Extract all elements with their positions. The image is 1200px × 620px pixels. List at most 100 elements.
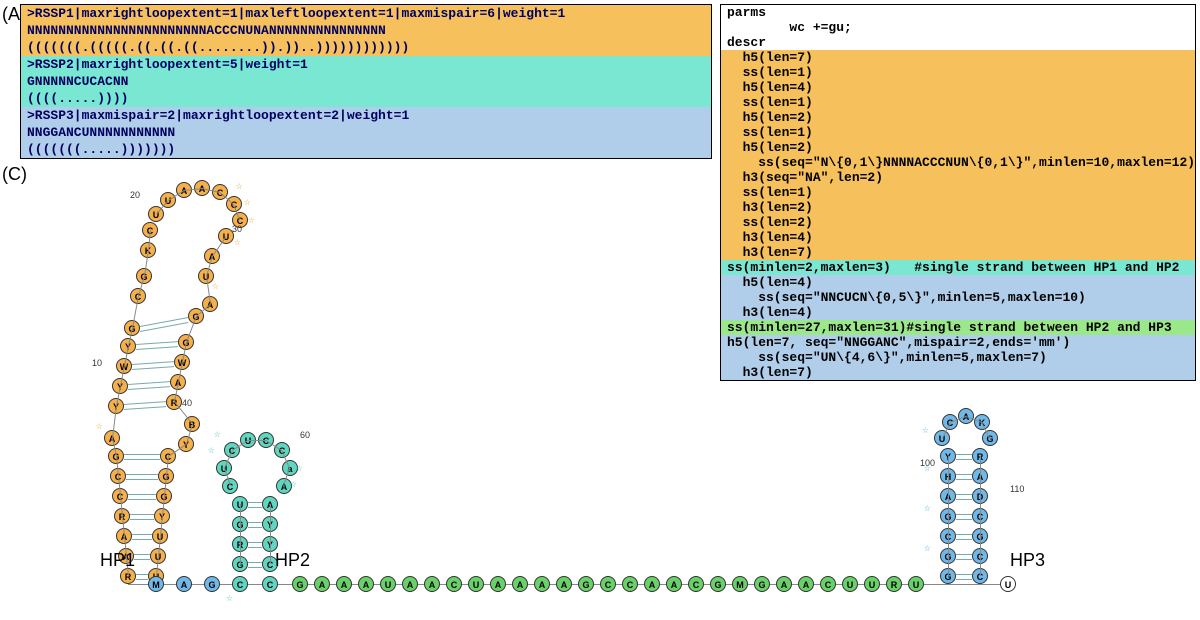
base-pair <box>126 479 158 480</box>
star-icon: ☆ <box>226 594 233 605</box>
base-pair <box>956 519 972 520</box>
backbone-bond <box>270 524 271 544</box>
nucleotide: A <box>424 576 440 592</box>
backbone-bond <box>948 556 949 576</box>
hp-label: HP3 <box>1010 550 1045 571</box>
nucleotide: G <box>982 430 998 446</box>
base-pair <box>248 562 262 563</box>
base-pair <box>132 361 174 365</box>
panel-a-line: NNNNNNNNNNNNNNNNNNNNNNNACCCNUNANNNNNNNNN… <box>21 22 711 39</box>
base-pair <box>956 579 972 580</box>
backbone-bond <box>270 504 271 524</box>
panel-a-line: ((((.....)))) <box>21 90 711 107</box>
nucleotide: A <box>490 576 506 592</box>
panel-a-line: (((((((.....))))))) <box>21 141 711 158</box>
star-icon: ☆ <box>922 426 929 437</box>
base-pair <box>956 479 972 480</box>
hp-label: HP2 <box>275 550 310 571</box>
base-pair <box>956 499 972 500</box>
base-pair <box>140 321 188 331</box>
backbone-bond <box>948 476 949 496</box>
star-icon: ☆ <box>208 446 215 457</box>
base-pair <box>132 534 152 535</box>
star-icon: ☆ <box>214 430 221 441</box>
base-pair <box>956 474 972 475</box>
backbone-bond <box>240 544 241 564</box>
base-pair <box>136 574 148 575</box>
base-pair <box>248 527 262 528</box>
backbone-bond <box>980 516 981 536</box>
nucleotide: C <box>688 576 704 592</box>
panel-b-line: parms <box>721 5 1195 20</box>
hp-label: HP1 <box>100 550 135 571</box>
nucleotide: C <box>262 576 278 592</box>
nucleotide: G <box>754 576 770 592</box>
nucleotide: C <box>232 576 248 592</box>
base-pair <box>128 499 156 500</box>
nucleotide: U <box>468 576 484 592</box>
base-pair <box>956 494 972 495</box>
base-pair <box>134 559 150 560</box>
base-pair <box>124 459 160 460</box>
base-pair <box>248 542 262 543</box>
nucleotide: M <box>148 576 164 592</box>
base-pair <box>124 454 160 455</box>
panel-b-line: h5(len=2) <box>721 110 1195 125</box>
base-pair <box>130 519 154 520</box>
panel-b-line: ss(len=1) <box>721 125 1195 140</box>
backbone-bond <box>980 456 981 476</box>
star-icon: ☆ <box>244 198 251 209</box>
backbone-bond <box>980 536 981 556</box>
nucleotide: C <box>222 478 238 494</box>
base-pair <box>132 366 174 370</box>
base-pair <box>248 567 262 568</box>
nucleotide: A <box>512 576 528 592</box>
nucleotide: U <box>864 576 880 592</box>
star-icon: ☆ <box>924 504 931 515</box>
nucleotide: C <box>446 576 462 592</box>
panel-a-line: >RSSP3|maxmispair=2|maxrightloopextent=2… <box>21 107 711 124</box>
nucleotide: A <box>556 576 572 592</box>
position-label: 30 <box>232 224 242 234</box>
nucleotide: G <box>204 576 220 592</box>
base-pair <box>956 514 972 515</box>
nucleotide: G <box>578 576 594 592</box>
base-pair <box>956 454 972 455</box>
base-pair <box>124 401 166 405</box>
nucleotide: A <box>644 576 660 592</box>
backbone-bond <box>948 456 949 476</box>
position-label: 100 <box>920 458 935 468</box>
nucleotide: A <box>336 576 352 592</box>
backbone-bond <box>240 524 241 544</box>
base-pair <box>136 346 178 350</box>
panel-a-line: GNNNNNCUCACNN <box>21 73 711 90</box>
nucleotide: G <box>710 576 726 592</box>
base-pair <box>130 514 154 515</box>
panel-b-line: h5(len=4) <box>721 80 1195 95</box>
star-icon: ☆ <box>212 282 219 293</box>
base-pair <box>956 574 972 575</box>
nucleotide: C <box>622 576 638 592</box>
panel-b-line: wc +=gu; <box>721 20 1195 35</box>
panel-b-line: ss(len=1) <box>721 65 1195 80</box>
base-pair <box>956 534 972 535</box>
backbone-bond <box>948 516 949 536</box>
base-pair <box>248 547 262 548</box>
base-pair <box>126 474 158 475</box>
nucleotide: U <box>1000 576 1016 592</box>
nucleotide: U <box>908 576 924 592</box>
nucleotide: C <box>820 576 836 592</box>
panel-a-line: NNGGANCUNNNNNNNNNNN <box>21 124 711 141</box>
backbone-bond <box>948 496 949 516</box>
base-pair <box>248 522 262 523</box>
backbone-bond <box>980 496 981 516</box>
backbone-bond <box>948 536 949 556</box>
base-pair <box>248 502 262 503</box>
base-pair <box>956 459 972 460</box>
nucleotide: C <box>600 576 616 592</box>
position-label: 10 <box>92 358 102 368</box>
nucleotide: G <box>292 576 308 592</box>
backbone-bond <box>248 440 266 441</box>
base-pair <box>132 539 152 540</box>
panel-b-line: h5(len=2) <box>721 140 1195 155</box>
